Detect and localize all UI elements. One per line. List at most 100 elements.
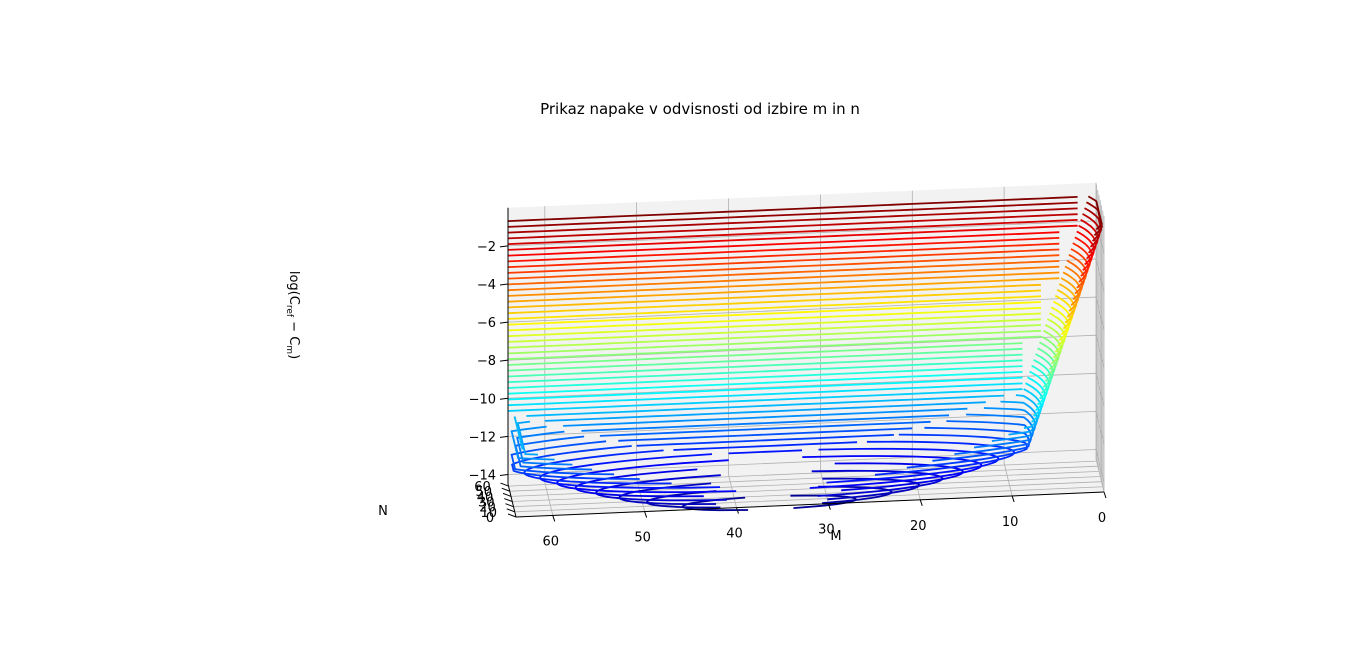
grid-line-m xyxy=(544,206,554,516)
contour-band xyxy=(507,295,1041,320)
contour-line xyxy=(511,445,640,480)
contour-band xyxy=(507,213,1078,240)
z-tick-mark xyxy=(499,283,509,286)
y-tick-label: 0 xyxy=(486,511,494,526)
contour-band xyxy=(507,324,1041,349)
z-tick-label: −8 xyxy=(477,354,496,369)
z-tick-label: −6 xyxy=(477,316,496,331)
contour-line xyxy=(818,447,1000,484)
contour-band xyxy=(507,289,1041,315)
contour-band xyxy=(507,277,1060,303)
contour-band xyxy=(673,441,858,451)
contour-line xyxy=(516,420,539,456)
x-tick-mark xyxy=(827,503,831,510)
contour-band xyxy=(507,301,1041,326)
z-tick-label: −10 xyxy=(469,392,496,407)
y-tick-mark xyxy=(501,487,510,492)
y-tick-label: 40 xyxy=(477,490,494,505)
y-tick-label: 60 xyxy=(474,480,491,495)
grid-line-z xyxy=(507,410,1105,445)
y-tick-mark xyxy=(506,508,515,513)
z-tick-label: −4 xyxy=(477,278,496,293)
x-tick-label: 60 xyxy=(542,534,559,549)
z-axis-label: log(Cref − Cm) xyxy=(284,271,301,359)
contour-band xyxy=(507,283,1041,309)
contour-line xyxy=(834,462,964,492)
contour-band xyxy=(507,207,1078,234)
y-tick-mark xyxy=(500,482,509,487)
y-tick-mark xyxy=(507,513,517,518)
contour-band xyxy=(507,265,1060,292)
contour-band xyxy=(507,248,1060,274)
contour-band xyxy=(544,401,986,422)
x-axis-line xyxy=(515,491,1105,518)
contour-band xyxy=(728,449,803,455)
z-tick-label: −12 xyxy=(469,430,496,445)
grid-line-n xyxy=(513,205,1102,508)
contour-band xyxy=(507,376,1023,401)
x-tick-mark xyxy=(1011,495,1015,503)
contour-band xyxy=(636,434,894,447)
z-tick-mark xyxy=(499,435,509,438)
y-tick-mark xyxy=(504,498,513,502)
grid-line-n xyxy=(512,200,1101,502)
contour-band xyxy=(581,414,950,432)
contour-band xyxy=(507,237,1060,263)
contour-band xyxy=(507,371,1023,395)
contour-band xyxy=(507,382,1023,407)
contour-band xyxy=(507,359,1023,384)
y-tick-label: 20 xyxy=(479,501,496,516)
chart-title: Prikaz napake v odvisnosti od izbire m i… xyxy=(540,100,860,118)
contour-line xyxy=(513,416,524,450)
contour-band xyxy=(507,196,1078,222)
x-tick-label: 30 xyxy=(818,523,835,538)
contour-line xyxy=(1087,195,1103,231)
x-tick-label: 10 xyxy=(1002,515,1019,530)
z-tick-mark xyxy=(499,473,509,476)
contour-line xyxy=(510,440,615,476)
y-tick-label: 10 xyxy=(480,506,497,521)
grid-line-z xyxy=(507,449,1105,483)
grid-line-z xyxy=(507,296,1105,331)
contour-band xyxy=(507,347,1023,372)
contour-band xyxy=(507,312,1041,338)
contour-band xyxy=(507,260,1060,286)
contour-line xyxy=(898,433,1029,469)
grid-line-n xyxy=(508,184,1097,487)
contour-band xyxy=(599,420,931,437)
x-tick-label: 20 xyxy=(910,519,927,534)
contour-band xyxy=(618,427,913,442)
grid-line-z xyxy=(507,334,1105,369)
contour-band xyxy=(507,201,1078,228)
y-axis-label: N xyxy=(378,504,388,519)
grid-line-m xyxy=(1003,186,1013,496)
contour-lines xyxy=(507,195,1103,512)
contour-line xyxy=(802,455,983,489)
contour-line xyxy=(510,425,555,461)
grid-line-n xyxy=(509,190,1099,492)
z-tick-mark xyxy=(499,321,509,324)
x-tick-mark xyxy=(736,507,739,514)
contour-band xyxy=(507,306,1041,332)
x-axis-label: M xyxy=(830,529,841,544)
contour-band xyxy=(507,335,1041,361)
contour-band xyxy=(507,242,1060,268)
contour-band xyxy=(507,342,1023,366)
x-tick-mark xyxy=(552,515,556,522)
tick-labels: 60 50 40 30 20 10 00102030405060−2−4−6−8−10−12… xyxy=(469,240,1107,549)
contour-line xyxy=(516,430,573,466)
grid-line-m xyxy=(728,198,737,508)
y-tick-label: 30 xyxy=(478,496,495,511)
contour-line xyxy=(811,469,944,497)
contour-band xyxy=(507,231,1060,257)
z-tick-label: −14 xyxy=(469,468,496,483)
x-tick-mark xyxy=(919,499,923,506)
contour-band xyxy=(507,329,1041,355)
y-tick-mark xyxy=(505,503,514,508)
z-tick-mark xyxy=(499,359,509,362)
z-tick-label: −2 xyxy=(477,240,496,255)
x-tick-label: 40 xyxy=(726,527,743,542)
z-tick-mark xyxy=(499,245,509,248)
grid-line-z xyxy=(507,372,1105,407)
